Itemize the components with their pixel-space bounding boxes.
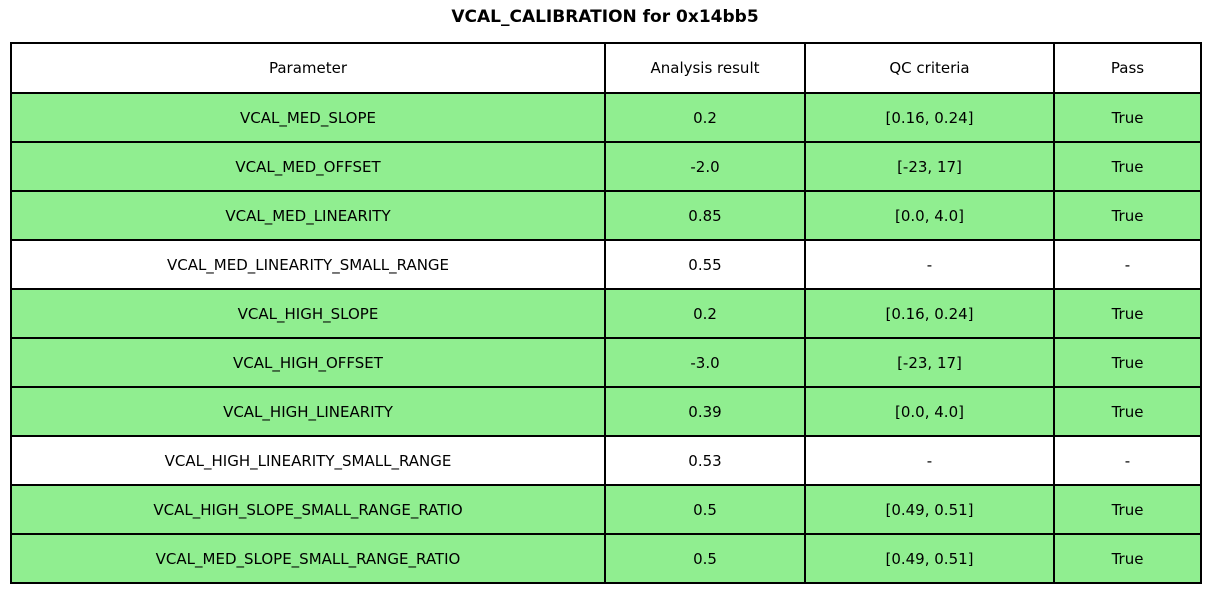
cell-parameter: VCAL_HIGH_LINEARITY <box>10 386 606 437</box>
cell-analysis-result: 0.5 <box>604 484 806 535</box>
cell-qc-criteria: [0.49, 0.51] <box>804 533 1055 584</box>
col-header-qc-criteria: QC criteria <box>804 42 1055 94</box>
cell-qc-criteria: [0.16, 0.24] <box>804 288 1055 339</box>
cell-qc-criteria: - <box>804 435 1055 486</box>
cell-analysis-result: 0.53 <box>604 435 806 486</box>
cell-parameter: VCAL_MED_LINEARITY <box>10 190 606 241</box>
col-header-analysis-result: Analysis result <box>604 42 806 94</box>
cell-qc-criteria: [0.0, 4.0] <box>804 190 1055 241</box>
table-row: VCAL_MED_OFFSET -2.0 [-23, 17] True <box>10 141 1202 192</box>
table-row: VCAL_HIGH_LINEARITY_SMALL_RANGE 0.53- - <box>10 435 1202 486</box>
cell-qc-criteria: [0.0, 4.0] <box>804 386 1055 437</box>
table-row: VCAL_HIGH_LINEARITY 0.39 [0.0, 4.0] True <box>10 386 1202 437</box>
cell-qc-criteria: [0.16, 0.24] <box>804 92 1055 143</box>
cell-pass: - <box>1053 239 1202 290</box>
table-body: VCAL_MED_SLOPE 0.2 [0.16, 0.24] True VCAL_ME… <box>10 92 1202 584</box>
cell-analysis-result: 0.55 <box>604 239 806 290</box>
table-row: VCAL_HIGH_SLOPE 0.2 [0.16, 0.24] True <box>10 288 1202 339</box>
qc-table: Parameter Analysis result QC criteria Pa… <box>10 42 1202 584</box>
col-header-pass: Pass <box>1053 42 1202 94</box>
cell-qc-criteria: - <box>804 239 1055 290</box>
table-row: VCAL_HIGH_SLOPE_SMALL_RANGE_RATIO 0.5 [0.4… <box>10 484 1202 535</box>
cell-pass: True <box>1053 337 1202 388</box>
table-row: VCAL_MED_LINEARITY 0.85 [0.0, 4.0] True <box>10 190 1202 241</box>
table-row: VCAL_MED_SLOPE 0.2 [0.16, 0.24] True <box>10 92 1202 143</box>
cell-qc-criteria: [-23, 17] <box>804 337 1055 388</box>
cell-analysis-result: 0.5 <box>604 533 806 584</box>
header-row: Parameter Analysis result QC criteria Pa… <box>10 42 1202 94</box>
cell-parameter: VCAL_HIGH_OFFSET <box>10 337 606 388</box>
table-row: VCAL_HIGH_OFFSET -3.0 [-23, 17] True <box>10 337 1202 388</box>
cell-parameter: VCAL_MED_OFFSET <box>10 141 606 192</box>
cell-parameter: VCAL_MED_SLOPE_SMALL_RANGE_RATIO <box>10 533 606 584</box>
cell-parameter: VCAL_HIGH_LINEARITY_SMALL_RANGE <box>10 435 606 486</box>
cell-pass: True <box>1053 533 1202 584</box>
table-row: VCAL_MED_SLOPE_SMALL_RANGE_RATIO 0.5 [0.49… <box>10 533 1202 584</box>
cell-parameter: VCAL_HIGH_SLOPE <box>10 288 606 339</box>
cell-pass: True <box>1053 190 1202 241</box>
cell-analysis-result: 0.2 <box>604 92 806 143</box>
chart-title: VCAL_CALIBRATION for 0x14bb5 <box>451 7 759 27</box>
cell-pass: True <box>1053 386 1202 437</box>
col-header-parameter: Parameter <box>10 42 606 94</box>
cell-parameter: VCAL_MED_SLOPE <box>10 92 606 143</box>
cell-pass: True <box>1053 141 1202 192</box>
cell-analysis-result: 0.85 <box>604 190 806 241</box>
cell-analysis-result: 0.39 <box>604 386 806 437</box>
cell-pass: True <box>1053 92 1202 143</box>
cell-qc-criteria: [0.49, 0.51] <box>804 484 1055 535</box>
table-row: VCAL_MED_LINEARITY_SMALL_RANGE 0.55- - <box>10 239 1202 290</box>
cell-parameter: VCAL_MED_LINEARITY_SMALL_RANGE <box>10 239 606 290</box>
cell-analysis-result: 0.2 <box>604 288 806 339</box>
cell-parameter: VCAL_HIGH_SLOPE_SMALL_RANGE_RATIO <box>10 484 606 535</box>
cell-pass: - <box>1053 435 1202 486</box>
cell-pass: True <box>1053 288 1202 339</box>
cell-pass: True <box>1053 484 1202 535</box>
cell-qc-criteria: [-23, 17] <box>804 141 1055 192</box>
cell-analysis-result: -2.0 <box>604 141 806 192</box>
cell-analysis-result: -3.0 <box>604 337 806 388</box>
